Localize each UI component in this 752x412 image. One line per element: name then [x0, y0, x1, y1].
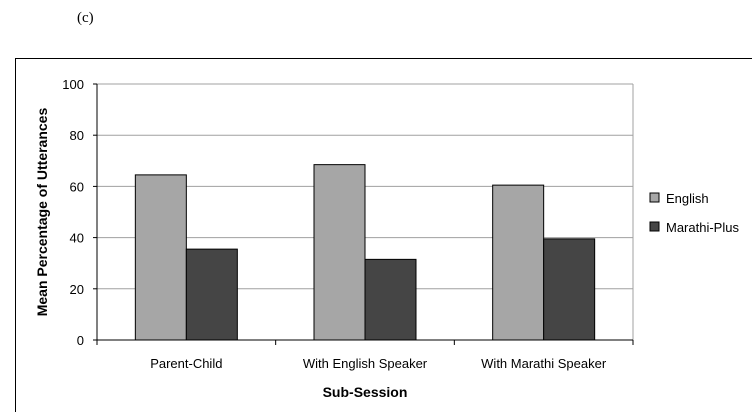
bar-english — [492, 184, 545, 341]
bar-marathi-plus — [543, 238, 596, 341]
legend-swatch-marathi-plus — [649, 221, 660, 232]
x-tick-labels: Parent-Child With English Speaker With Mar… — [150, 356, 607, 371]
y-tick-label: 60 — [70, 179, 84, 194]
axes — [96, 84, 633, 341]
bars — [134, 164, 596, 341]
y-axis-title: Mean Percentage of Utterances — [34, 108, 50, 317]
bar-english — [313, 164, 366, 341]
y-tick-labels: 0 20 40 60 80 100 — [62, 77, 84, 348]
legend-label-english: English — [666, 191, 709, 206]
y-tick-label: 20 — [70, 282, 84, 297]
y-tick-label: 100 — [62, 77, 84, 92]
bar-marathi-plus — [364, 258, 417, 341]
y-tick-label: 40 — [70, 231, 84, 246]
legend-swatch-english — [649, 192, 660, 203]
legend: English Marathi-Plus — [649, 191, 739, 235]
x-axis-title: Sub-Session — [323, 384, 408, 400]
bar-marathi-plus — [185, 248, 238, 341]
x-tick-label: With Marathi Speaker — [481, 356, 607, 371]
legend-label-marathi-plus: Marathi-Plus — [666, 220, 739, 235]
y-tick-label: 0 — [77, 333, 84, 348]
x-tick-label: With English Speaker — [303, 356, 428, 371]
y-tick-label: 80 — [70, 128, 84, 143]
bar-english — [134, 174, 187, 341]
panel-label: (c) — [77, 10, 94, 26]
x-tick-label: Parent-Child — [150, 356, 222, 371]
